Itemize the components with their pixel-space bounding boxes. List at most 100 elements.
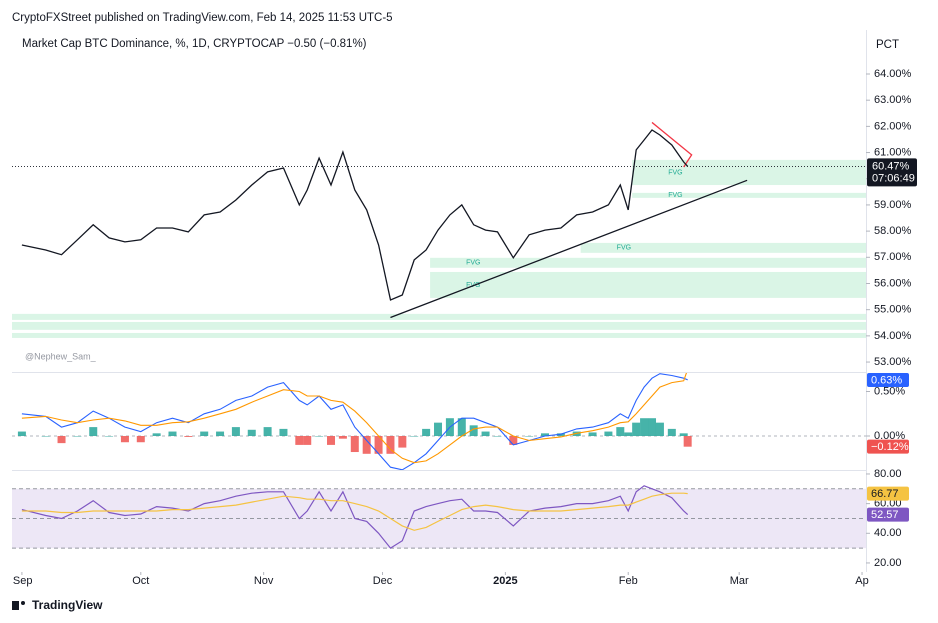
trendline bbox=[390, 179, 748, 319]
macd-pane bbox=[12, 373, 866, 470]
footer-brand: TradingView bbox=[32, 598, 103, 612]
histogram-bar bbox=[683, 436, 692, 447]
histogram-bar bbox=[184, 436, 193, 437]
histogram-bar bbox=[632, 422, 641, 437]
histogram-bar bbox=[481, 431, 490, 437]
histogram-bar bbox=[374, 436, 383, 454]
rsi-line bbox=[21, 485, 689, 549]
histogram-bar bbox=[152, 433, 161, 437]
histogram-bar bbox=[168, 431, 177, 437]
histogram-bar bbox=[338, 436, 347, 439]
footer-logo: TradingView bbox=[12, 598, 103, 612]
histogram-bar bbox=[315, 436, 324, 437]
histogram-bar bbox=[509, 436, 518, 445]
y-tick-label: 62.00% bbox=[874, 120, 912, 132]
rsi-line bbox=[21, 492, 688, 531]
last-value-badge bbox=[867, 507, 909, 522]
histogram-bar bbox=[541, 433, 550, 437]
histogram-bar bbox=[655, 422, 664, 437]
histogram-bar bbox=[362, 436, 371, 454]
y-tick-label: 0.00% bbox=[874, 430, 905, 442]
histogram-bar bbox=[457, 418, 466, 437]
histogram-bar bbox=[327, 436, 336, 445]
histogram-bar bbox=[303, 436, 312, 445]
last-value-label: 66.77 bbox=[871, 488, 899, 500]
last-value-label: −0.12% bbox=[871, 441, 909, 453]
histogram-bar bbox=[410, 436, 419, 437]
y-tick-label: 20.00 bbox=[874, 557, 902, 569]
histogram-bar bbox=[17, 431, 26, 437]
y-tick-label: 58.00% bbox=[874, 225, 912, 237]
countdown: 07:06:49 bbox=[872, 172, 915, 184]
x-tick-label: Sep bbox=[13, 575, 33, 587]
y-tick-label: 55.00% bbox=[874, 304, 912, 316]
axes: 53.00% 54.00% 55.00% 56.00% 57.00% 58.00% 59.0… bbox=[13, 68, 917, 587]
fvg-zone bbox=[430, 271, 866, 298]
last-value-badge bbox=[867, 439, 909, 454]
histogram-bar bbox=[57, 436, 66, 444]
histogram-bar bbox=[89, 427, 98, 437]
histogram-bar bbox=[588, 432, 597, 437]
histogram-bar bbox=[136, 436, 145, 443]
x-tick-label: Ap bbox=[855, 575, 868, 587]
x-tick-label: Feb bbox=[619, 575, 638, 587]
histogram-bar bbox=[247, 429, 256, 437]
fvg-zone bbox=[632, 159, 866, 186]
fvg-zone bbox=[12, 332, 866, 338]
histogram-bar bbox=[200, 431, 209, 437]
histogram-bar bbox=[386, 436, 395, 454]
last-value-badge bbox=[867, 158, 917, 187]
fvg-label: FVG bbox=[617, 245, 631, 252]
fvg-zone bbox=[12, 313, 866, 320]
fvg-label: FVG bbox=[668, 169, 682, 176]
y-tick-label: 61.00% bbox=[874, 146, 912, 158]
histogram-bar bbox=[350, 436, 359, 453]
histogram-bar bbox=[295, 436, 304, 445]
last-value-badge bbox=[867, 372, 909, 387]
fvg-label: FVG bbox=[668, 192, 682, 199]
last-value-label: 60.47% bbox=[872, 160, 910, 172]
trendline bbox=[651, 121, 693, 168]
fvg-zone bbox=[632, 192, 866, 198]
y-tick-label: 59.00% bbox=[874, 199, 912, 211]
x-tick-label: Dec bbox=[373, 575, 393, 587]
publisher: CryptoFXStreet published on TradingView.… bbox=[12, 12, 393, 24]
x-tick-label: Nov bbox=[254, 575, 274, 587]
histogram-bar bbox=[231, 427, 240, 437]
last-value-label: 52.57 bbox=[871, 509, 899, 521]
macd-line bbox=[21, 373, 687, 464]
histogram-bar bbox=[640, 418, 649, 437]
y-tick-label: 54.00% bbox=[874, 330, 912, 342]
rsi-pane bbox=[12, 485, 866, 549]
x-tick-label: 2025 bbox=[493, 575, 517, 587]
x-tick-label: Oct bbox=[132, 575, 149, 587]
last-value-label: 0.63% bbox=[871, 374, 902, 386]
histogram-bar bbox=[679, 433, 688, 437]
histogram-bar bbox=[279, 428, 288, 437]
histogram-bar bbox=[120, 436, 129, 443]
macd-line bbox=[21, 373, 688, 470]
histogram-bar bbox=[73, 436, 82, 437]
last-value-badge bbox=[867, 486, 909, 501]
fvg-zone bbox=[12, 321, 866, 330]
y-tick-label: 57.00% bbox=[874, 251, 912, 263]
y-tick-label: 0.50% bbox=[874, 385, 905, 397]
histogram-bar bbox=[105, 436, 114, 437]
histogram-bar bbox=[434, 422, 443, 437]
fvg-zone bbox=[430, 257, 866, 268]
chart-title: Market Cap BTC Dominance, %, 1D, CRYPTOC… bbox=[22, 38, 367, 50]
fvg-zone bbox=[580, 242, 866, 253]
y-tick-label: 56.00% bbox=[874, 277, 912, 289]
scale-label: PCT bbox=[876, 39, 899, 51]
histogram-bar bbox=[41, 436, 50, 437]
histogram-bar bbox=[493, 436, 502, 437]
histogram-bar bbox=[624, 432, 633, 437]
histogram-bar bbox=[604, 431, 613, 437]
y-tick-label: 80.00 bbox=[874, 468, 902, 480]
histogram-bar bbox=[422, 428, 431, 437]
watermark: @Nephew_Sam_ bbox=[25, 351, 97, 361]
histogram-bar bbox=[398, 436, 407, 448]
histogram-bar bbox=[616, 427, 625, 437]
histogram-bar bbox=[263, 427, 272, 437]
